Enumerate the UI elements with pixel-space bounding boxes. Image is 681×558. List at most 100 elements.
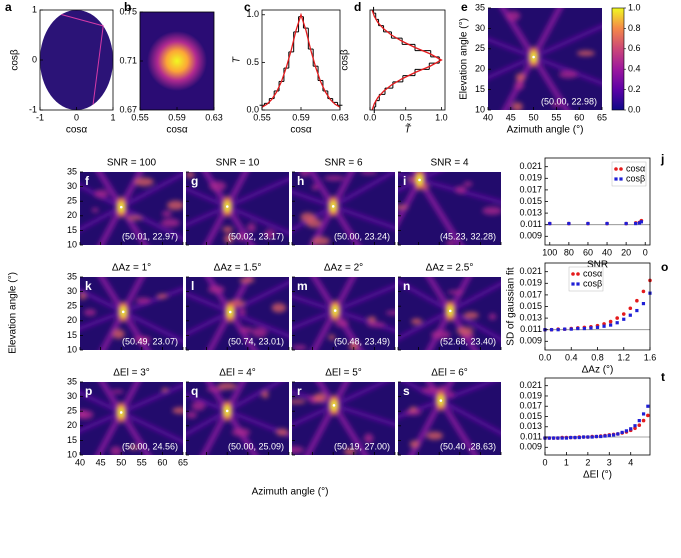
point [616, 432, 620, 436]
y-tick-label: 0.013 [519, 421, 542, 431]
side-lobe [186, 411, 198, 419]
side-lobe [506, 10, 521, 21]
side-lobe [446, 391, 454, 398]
panel-letter: i [403, 174, 406, 188]
x-tick-label: 45 [96, 457, 106, 467]
y-tick-label: 0.009 [519, 442, 542, 452]
point [641, 289, 646, 294]
x-tick-label: 50 [116, 457, 126, 467]
side-lobe [222, 226, 233, 233]
panel-letter: m [297, 279, 308, 293]
colorbar-tick-label: 1.0 [628, 2, 641, 12]
side-lobe [161, 218, 180, 228]
y-tick-label: 1 [32, 4, 37, 14]
side-lobe [488, 313, 497, 321]
point [637, 221, 642, 225]
panel-letter: h [297, 174, 304, 188]
y-tick-label: 0.019 [519, 390, 542, 400]
point [628, 313, 632, 317]
point [586, 221, 590, 226]
panel-letter: q [191, 384, 198, 398]
side-lobe [276, 428, 289, 436]
side-lobe [328, 334, 335, 341]
panel-title: SNR = 10 [216, 158, 260, 169]
peak-marker [121, 310, 125, 314]
peak-label: (50.01, 22.97) [122, 231, 178, 241]
point [577, 435, 581, 440]
side-lobe [344, 447, 356, 455]
point [641, 412, 646, 416]
side-lobe [239, 326, 253, 333]
y-tick-label: 0.0 [246, 104, 259, 114]
x-tick-label: 1.2 [617, 352, 630, 362]
y-tick-label: 15 [475, 84, 485, 94]
side-lobe [551, 101, 561, 108]
x-tick-label: 0.55 [253, 112, 271, 122]
point [637, 419, 641, 423]
side-lobe [299, 172, 310, 177]
point [605, 221, 609, 226]
y-tick-label: 25 [475, 43, 485, 53]
point [624, 429, 629, 433]
y-tick-label: 0.017 [519, 289, 542, 299]
point [621, 312, 626, 316]
point [599, 434, 603, 439]
side-lobe [398, 204, 409, 210]
colorbar-tick-label: 0.2 [628, 84, 641, 94]
side-lobe [94, 189, 109, 199]
peak-marker [119, 205, 123, 209]
point [602, 324, 606, 328]
y-tick-label: 20 [67, 315, 77, 325]
x-tick-label: 0.0 [539, 352, 552, 362]
panel-letter: l [191, 279, 194, 293]
y-tick-label: 0.021 [519, 266, 542, 276]
y-tick-label: 0.013 [519, 312, 542, 322]
point [633, 426, 637, 431]
x-tick-label: 60 [583, 247, 593, 257]
side-lobe [349, 340, 359, 350]
x-tick-label: 0.4 [565, 352, 578, 362]
peak-label: (50.40 ,28.63) [440, 441, 496, 451]
point [639, 220, 644, 224]
point [589, 326, 593, 330]
legend-box [568, 266, 604, 292]
panel-letter: p [85, 384, 92, 398]
y-tick-label: 15 [67, 225, 77, 235]
y-tick-label: 0.011 [520, 219, 542, 229]
panel-letter: o [661, 260, 668, 274]
side-lobe [576, 50, 595, 57]
side-lobe [511, 102, 523, 110]
x-axis-label: Azimuth angle (°) [252, 487, 329, 498]
y-tick-label: 35 [67, 376, 77, 386]
y-tick-label: 0.75 [119, 6, 137, 16]
x-tick-label: 0.63 [205, 112, 223, 122]
point [560, 436, 564, 440]
side-lobe [421, 386, 442, 394]
panel-letter: n [403, 279, 410, 293]
panel-letter: k [85, 279, 92, 293]
point [609, 323, 613, 327]
point [563, 327, 567, 331]
side-lobe [112, 329, 125, 339]
point [548, 221, 552, 226]
y-tick-label: 25 [67, 301, 77, 311]
peak-marker [448, 309, 452, 313]
side-lobe [431, 330, 451, 340]
colorbar [611, 7, 625, 111]
y-tick-label: 30 [475, 23, 485, 33]
side-lobe [80, 409, 88, 418]
side-lobe [515, 73, 526, 82]
panel-letter: a [5, 0, 12, 14]
point [646, 404, 650, 408]
side-lobe [292, 446, 305, 454]
side-lobe [236, 232, 246, 242]
x-tick-label: 60 [157, 457, 167, 467]
colorbar-tick-label: 0.4 [628, 64, 641, 74]
point [547, 436, 551, 440]
peak-label: (50.00, 23.24) [334, 231, 390, 241]
panel-title: ΔEl = 5° [325, 368, 362, 379]
y-tick-label: 0.013 [519, 207, 542, 217]
point [551, 436, 556, 440]
side-lobe [300, 212, 315, 222]
x-tick-label: 0.55 [131, 112, 149, 122]
